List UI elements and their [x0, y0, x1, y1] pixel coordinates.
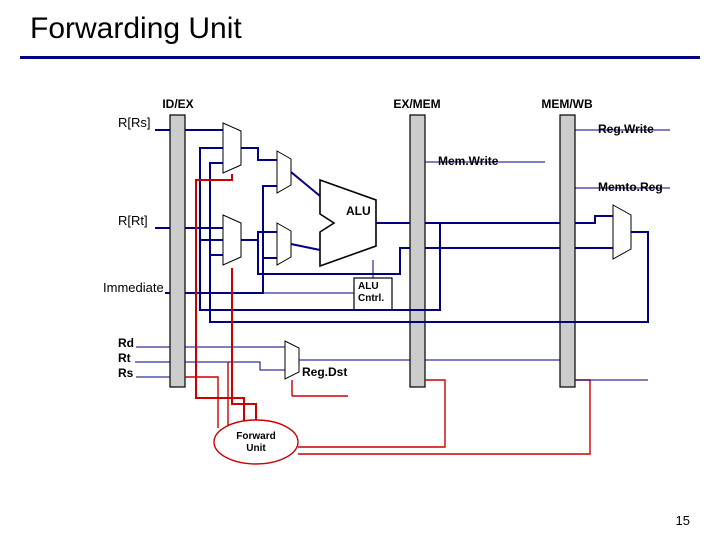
alu [320, 180, 376, 266]
wire-wbmux-in0 [575, 216, 613, 223]
label-rrt: R[Rt] [118, 213, 148, 228]
wire-muxrt-to-immB [241, 232, 277, 240]
wire-wb-feedback-to-muxrt [210, 255, 223, 322]
reg-ex-mem [410, 115, 425, 387]
wire-red-exmem-rd-to-fwd [298, 380, 445, 447]
label-rd: Rd [118, 336, 134, 350]
wire-exmem-feedback-to-muxrt [200, 240, 223, 310]
forward-unit [214, 420, 298, 464]
label-regdst: Reg.Dst [302, 365, 347, 379]
label-immediate: Immediate [103, 280, 164, 295]
wire-imm-to-muxA [263, 186, 277, 293]
label-memtoreg: Memto.Reg [598, 180, 663, 194]
wire-immB-to-alu [291, 244, 320, 250]
reg-id-ex [170, 115, 185, 387]
label-alu: ALU [346, 204, 371, 218]
label-ex-mem: EX/MEM [393, 97, 440, 111]
mux-rt [223, 215, 241, 265]
mux-immA [277, 151, 291, 193]
label-rs: Rs [118, 366, 134, 380]
mux-regdst [285, 341, 299, 379]
forward-unit-label-l1: Forward [236, 431, 275, 442]
mux-wb [613, 205, 631, 259]
wire-red-fwd-selA [196, 174, 244, 422]
label-mem-wb: MEM/WB [541, 97, 593, 111]
wire-muxrs-to-immA [241, 148, 277, 160]
wire-red-rs-to-fwd [185, 377, 218, 428]
wire-rt-to-mux [185, 362, 285, 370]
forward-unit-label-l2: Unit [246, 443, 266, 454]
mux-rs [223, 123, 241, 173]
mux-immB [277, 223, 291, 265]
label-id-ex: ID/EX [162, 97, 193, 111]
label-alu-cntrl-l2: Cntrl. [358, 293, 384, 304]
label-regwrite: Reg.Write [598, 122, 654, 136]
wire-red-memwb-rd-to-fwd [298, 380, 590, 454]
reg-mem-wb [560, 115, 575, 387]
label-alu-cntrl-l1: ALU [358, 281, 379, 292]
pipeline-diagram: ID/EX EX/MEM MEM/WB R[Rs] R[Rt] Immediat… [0, 0, 720, 540]
label-rrs: R[Rs] [118, 115, 151, 130]
label-memwrite: Mem.Write [438, 154, 499, 168]
wire-immA-to-alu [291, 172, 320, 196]
label-rt: Rt [118, 351, 131, 365]
